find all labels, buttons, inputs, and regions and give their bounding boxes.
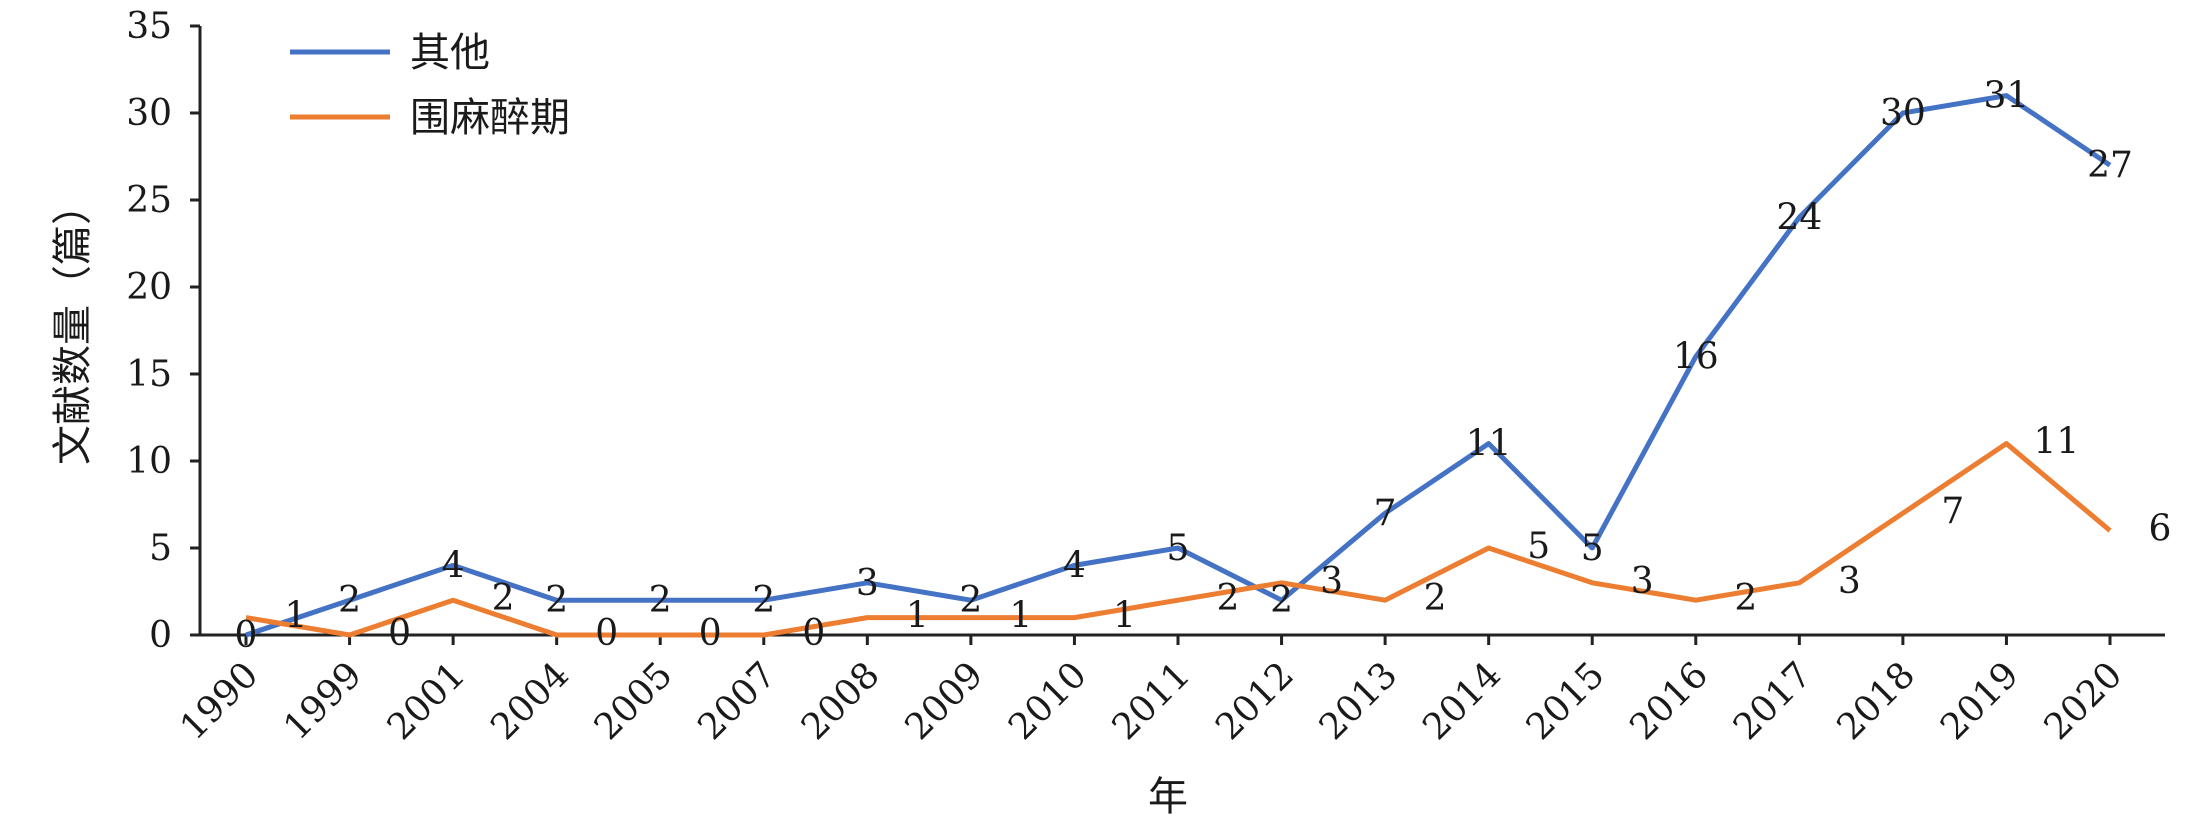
y-tick-label: 25 [126, 180, 172, 221]
data-label-s2: 6 [2149, 509, 2172, 550]
x-tick-label: 1999 [276, 654, 370, 748]
data-label-s1: 2 [1270, 580, 1293, 621]
x-tick-label: 2001 [380, 654, 474, 748]
x-tick-label: 2020 [2037, 654, 2131, 748]
data-label-s2: 1 [1009, 596, 1032, 637]
x-tick-label: 2005 [587, 654, 681, 748]
data-label-s1: 16 [1673, 337, 1719, 378]
data-label-s2: 1 [1113, 596, 1136, 637]
data-label-s1: 5 [1581, 528, 1604, 569]
data-label-s2: 2 [1217, 578, 1240, 619]
data-label-s1: 4 [1063, 545, 1086, 586]
x-tick-label: 2014 [1415, 654, 1509, 748]
data-label-s2: 1 [285, 596, 308, 637]
x-tick-label: 2019 [1933, 654, 2027, 748]
x-axis-title: 年 [1148, 774, 1188, 820]
series-line-1 [245, 93, 2112, 638]
data-label-s1: 2 [959, 580, 982, 621]
data-label-s2: 3 [1838, 561, 1861, 602]
y-axis-title: 文献数量（篇） [50, 185, 96, 465]
data-label-s2: 3 [1320, 561, 1343, 602]
data-label-s1: 27 [2087, 145, 2133, 186]
data-label-s2: 3 [1631, 561, 1654, 602]
x-tick-label: 2013 [1312, 654, 1406, 748]
data-label-s2: 7 [1941, 491, 1964, 532]
data-label-s2: 1 [906, 596, 929, 637]
data-label-s2: 2 [1424, 578, 1447, 619]
x-tick-label: 2010 [1001, 654, 1095, 748]
x-tick-label: 2017 [1726, 654, 1820, 748]
data-label-s2: 2 [492, 578, 515, 619]
y-tick-label: 0 [149, 615, 172, 656]
x-tick-label: 1990 [173, 654, 267, 748]
x-tick-label: 2004 [483, 654, 577, 748]
x-tick-label: 2018 [1829, 654, 1923, 748]
x-tick-label: 2009 [897, 654, 991, 748]
x-tick-label: 2016 [1622, 654, 1716, 748]
data-label-s1: 30 [1880, 93, 1926, 134]
data-label-s1: 0 [235, 615, 258, 656]
y-tick-label: 30 [126, 93, 172, 134]
data-label-s1: 4 [442, 545, 465, 586]
series-layer [245, 93, 2112, 638]
x-tick-label: 2011 [1105, 654, 1199, 748]
y-tick-label: 10 [126, 441, 172, 482]
data-label-s1: 2 [545, 580, 568, 621]
legend-label: 围麻醉期 [410, 95, 570, 141]
data-label-s2: 5 [1527, 526, 1550, 567]
data-label-s1: 2 [752, 580, 775, 621]
y-tick-label: 15 [126, 354, 172, 395]
data-label-s1: 24 [1776, 197, 1822, 238]
data-label-s1: 2 [649, 580, 672, 621]
x-tick-label: 2007 [690, 654, 784, 748]
y-tick-label: 5 [149, 528, 172, 569]
data-label-s1: 5 [1167, 528, 1190, 569]
data-label-s2: 11 [2034, 422, 2080, 463]
x-tick-label: 2008 [794, 654, 888, 748]
data-label-s1: 11 [1466, 424, 1512, 465]
data-label-s2: 2 [1734, 578, 1757, 619]
y-tick-label: 35 [126, 6, 172, 47]
data-label-s1: 2 [338, 580, 361, 621]
y-tick-label: 20 [126, 267, 172, 308]
data-label-s1: 7 [1374, 493, 1397, 534]
data-label-s1: 31 [1984, 76, 2030, 117]
data-label-s2: 0 [699, 613, 722, 654]
x-tick-label: 2012 [1208, 654, 1302, 748]
data-label-s1: 3 [856, 563, 879, 604]
data-label-s2: 0 [388, 613, 411, 654]
data-label-s2: 0 [595, 613, 618, 654]
data-label-s2: 0 [802, 613, 825, 654]
x-tick-label: 2015 [1519, 654, 1613, 748]
legend-label: 其他 [410, 30, 490, 76]
series-line-2 [245, 441, 2112, 638]
